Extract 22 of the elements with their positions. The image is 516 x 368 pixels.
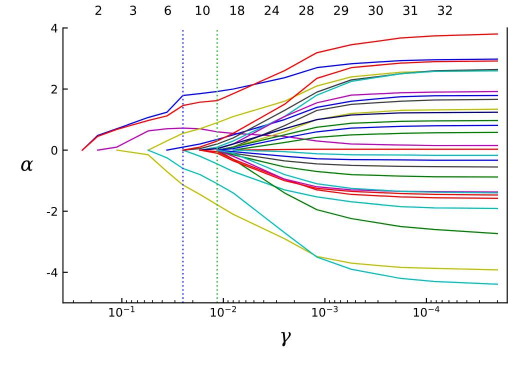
text: 3 xyxy=(130,6,136,16)
text: 30 xyxy=(368,6,383,16)
x-axis-title: γ xyxy=(281,332,291,346)
y-tick-label: -2 xyxy=(46,206,57,216)
text: 24 xyxy=(264,6,280,15)
text: 31 xyxy=(403,6,418,16)
text: 10 xyxy=(196,6,210,16)
y-tick-label: -4 xyxy=(46,268,58,277)
y-axis-title: α xyxy=(21,160,34,172)
text: 28 xyxy=(299,6,314,16)
x-tick-label: 10$^{−2}$ xyxy=(210,306,236,317)
x-tick-label: 10$^{−3}$ xyxy=(312,306,338,317)
text: 18 xyxy=(230,6,244,16)
y-tick-label: 2 xyxy=(51,84,57,94)
text: 2 xyxy=(95,6,102,15)
text: 6 xyxy=(164,6,171,16)
text: 32 xyxy=(438,6,452,16)
y-tick-label: 4 xyxy=(51,24,58,32)
y-tick-label: 0 xyxy=(51,146,58,155)
x-tick-label: 10$^{−4}$ xyxy=(414,306,440,317)
text: 29 xyxy=(334,6,348,16)
x-tick-label: 10$^{−1}$ xyxy=(109,306,134,317)
